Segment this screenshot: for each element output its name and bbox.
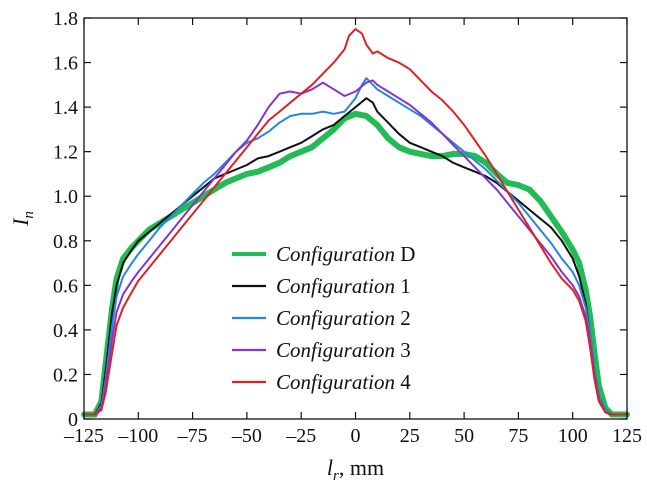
legend-label: Configuration 1 — [276, 274, 411, 298]
legend-label: Configuration 4 — [276, 370, 411, 394]
x-tick-label: –100 — [117, 425, 158, 447]
axis-tick-labels: –125 –100 –75 –50 –25 0 25 50 75 100 125 0 0.2 0.4 0.6… — [53, 8, 642, 447]
y-tick-label: 0 — [68, 409, 78, 431]
y-tick-label: 0.8 — [53, 231, 78, 253]
y-tick-label: 0.6 — [53, 275, 78, 297]
y-tick-label: 1.0 — [53, 186, 78, 208]
series-line-3 — [83, 79, 628, 416]
y-axis-label-sub: n — [21, 211, 37, 219]
x-tick-label: 50 — [454, 425, 474, 447]
x-tick-label: 100 — [558, 425, 588, 447]
series-line-2 — [83, 77, 628, 416]
y-axis-label: In — [8, 211, 37, 227]
x-axis-label-unit: , mm — [339, 455, 384, 480]
plot-lines — [81, 28, 630, 418]
legend: Configuration D Configuration 1 Configurat… — [232, 242, 415, 394]
y-tick-label: 1.4 — [53, 97, 78, 119]
x-axis-label: lr, mm — [327, 455, 384, 484]
x-tick-label: –25 — [285, 425, 316, 447]
series-line-1 — [83, 97, 628, 416]
x-tick-label: 0 — [351, 425, 361, 447]
legend-item: Configuration 2 — [232, 306, 411, 330]
series-line-d — [81, 110, 630, 418]
axis-ticks — [83, 17, 628, 420]
series-line-4 — [83, 28, 628, 416]
x-axis-label-main: l — [327, 455, 333, 480]
x-tick-label: 25 — [400, 425, 420, 447]
x-tick-label: –50 — [231, 425, 262, 447]
x-tick-label: –75 — [177, 425, 208, 447]
legend-label: Configuration D — [276, 242, 415, 266]
legend-item: Configuration 1 — [232, 274, 411, 298]
x-tick-label: –125 — [63, 425, 104, 447]
y-tick-label: 1.8 — [53, 8, 78, 30]
y-tick-label: 1.2 — [53, 142, 78, 164]
y-tick-label: 0.2 — [53, 364, 78, 386]
x-axis-label-sub: r — [333, 468, 339, 484]
x-tick-label: 125 — [612, 425, 642, 447]
legend-label: Configuration 2 — [276, 306, 411, 330]
legend-item: Configuration D — [232, 242, 415, 266]
legend-item: Configuration 4 — [232, 370, 411, 394]
legend-item: Configuration 3 — [232, 338, 411, 362]
y-tick-label: 0.4 — [53, 320, 78, 342]
x-tick-label: 75 — [508, 425, 528, 447]
y-axis-label-main: I — [8, 217, 33, 227]
y-tick-label: 1.6 — [53, 53, 78, 75]
legend-label: Configuration 3 — [276, 338, 411, 362]
y-axis-label-group: In — [8, 211, 37, 227]
